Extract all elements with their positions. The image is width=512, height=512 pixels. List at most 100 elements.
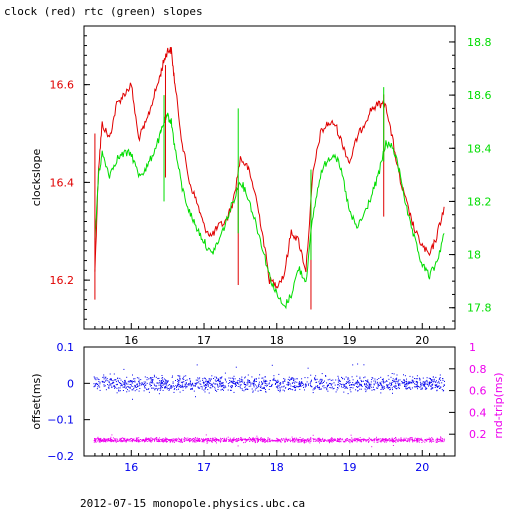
scatter-point <box>185 437 187 439</box>
scatter-point <box>264 384 266 386</box>
scatter-point <box>356 439 358 441</box>
scatter-point <box>275 381 277 383</box>
scatter-point <box>401 382 403 384</box>
scatter-point <box>252 382 254 384</box>
scatter-point <box>264 438 265 440</box>
scatter-point <box>381 439 383 441</box>
y-tick-label-right: 17.8 <box>467 302 492 315</box>
scatter-point <box>381 388 383 390</box>
scatter-point <box>324 380 325 382</box>
scatter-point <box>223 387 224 389</box>
scatter-point <box>252 438 254 440</box>
scatter-point <box>424 384 426 386</box>
scatter-point <box>146 377 148 379</box>
scatter-point <box>229 380 231 381</box>
scatter-point <box>97 436 99 438</box>
scatter-point <box>395 387 397 389</box>
scatter-point <box>283 438 284 440</box>
scatter-point <box>161 377 163 379</box>
scatter-point <box>318 381 320 383</box>
scatter-point <box>107 387 109 389</box>
scatter-point <box>164 439 166 441</box>
scatter-point <box>308 441 310 443</box>
scatter-point <box>194 384 196 386</box>
scatter-point <box>359 383 361 385</box>
scatter-point <box>250 438 251 440</box>
scatter-point <box>187 384 189 386</box>
scatter-point <box>232 439 234 440</box>
scatter-point <box>205 380 207 382</box>
scatter-point <box>414 440 416 441</box>
scatter-point <box>131 438 133 439</box>
scatter-point <box>132 374 133 376</box>
scatter-point <box>358 439 360 441</box>
scatter-point <box>383 381 385 383</box>
scatter-point <box>193 440 195 442</box>
scatter-point <box>436 389 438 391</box>
scatter-point <box>166 441 168 442</box>
scatter-point <box>106 438 108 440</box>
scatter-point <box>102 439 103 441</box>
scatter-point <box>146 438 148 440</box>
scatter-point <box>105 376 107 378</box>
scatter-point <box>160 439 162 441</box>
scatter-point <box>440 437 442 439</box>
scatter-point <box>368 382 370 384</box>
scatter-point <box>185 439 187 441</box>
scatter-point <box>374 389 376 391</box>
scatter-point <box>391 440 393 442</box>
scatter-point <box>199 440 201 442</box>
scatter-point <box>210 440 212 442</box>
scatter-point <box>339 383 341 384</box>
scatter-point <box>221 385 223 387</box>
scatter-point <box>443 438 445 440</box>
scatter-point <box>268 383 270 385</box>
scatter-point <box>135 440 137 442</box>
scatter-point <box>189 380 191 382</box>
scatter-point <box>257 440 259 442</box>
scatter-point <box>163 378 165 380</box>
scatter-point <box>236 441 238 443</box>
scatter-point <box>105 379 107 381</box>
scatter-point <box>237 445 239 447</box>
scatter-point <box>113 440 115 441</box>
scatter-point <box>345 439 347 441</box>
scatter-point <box>224 385 226 387</box>
scatter-point <box>240 384 242 386</box>
scatter-point <box>190 440 192 442</box>
scatter-point <box>217 439 219 441</box>
scatter-point <box>190 385 192 387</box>
scatter-point <box>167 381 169 383</box>
scatter-point <box>235 382 236 384</box>
scatter-point <box>234 439 236 441</box>
scatter-point <box>370 439 372 441</box>
scatter-point <box>209 379 211 381</box>
scatter-point <box>265 391 267 393</box>
scatter-point <box>443 384 445 386</box>
scatter-point <box>239 380 241 382</box>
page-title: clock (red) rtc (green) slopes <box>4 5 203 18</box>
scatter-point <box>370 438 372 440</box>
scatter-point <box>362 380 364 382</box>
scatter-point <box>176 440 178 442</box>
scatter-point <box>434 384 436 386</box>
scatter-point <box>172 375 173 377</box>
scatter-point <box>255 380 257 382</box>
scatter-point <box>134 384 136 386</box>
scatter-point <box>179 375 181 377</box>
scatter-point <box>221 383 223 385</box>
scatter-point <box>244 441 246 443</box>
scatter-point <box>414 378 416 379</box>
scatter-point <box>335 379 337 381</box>
scatter-point <box>349 387 351 389</box>
scatter-point <box>344 378 345 380</box>
scatter-point <box>147 439 149 441</box>
scatter-point <box>417 440 419 442</box>
scatter-point <box>271 383 273 385</box>
scatter-point <box>369 386 371 388</box>
scatter-point <box>373 386 374 388</box>
scatter-point <box>317 387 319 389</box>
scatter-point <box>125 383 127 385</box>
scatter-point <box>396 374 398 376</box>
scatter-point <box>374 439 375 441</box>
